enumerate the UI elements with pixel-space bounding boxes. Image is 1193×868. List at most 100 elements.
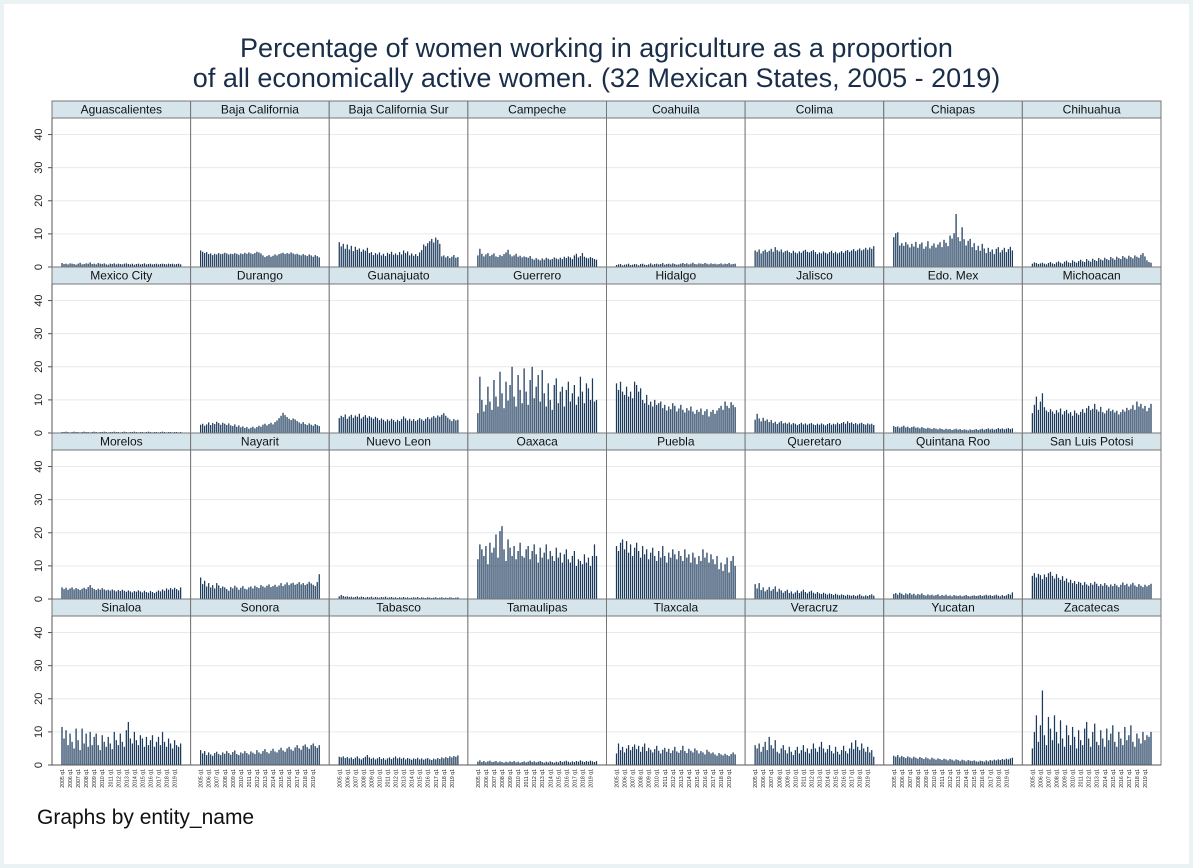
bar [853, 749, 855, 765]
bar [702, 414, 704, 433]
bar [388, 420, 391, 433]
x-tick-label: 2013 q1 [263, 769, 269, 788]
bar [1061, 576, 1064, 599]
panel-plot-area [329, 450, 468, 599]
bar [642, 746, 644, 765]
bar [917, 427, 919, 433]
bar [1128, 735, 1130, 765]
bar [370, 252, 373, 267]
bar [646, 394, 648, 433]
bar [125, 730, 127, 765]
bar [308, 748, 310, 765]
bar [672, 750, 674, 765]
bar [710, 411, 712, 433]
bar [451, 597, 453, 599]
bar [286, 253, 288, 267]
bar [684, 751, 686, 765]
bar [1118, 258, 1120, 267]
bar [437, 415, 439, 433]
bar [204, 425, 206, 433]
panel-plot-area [329, 118, 468, 267]
bar [913, 246, 915, 267]
bar [1138, 584, 1140, 599]
bar [380, 597, 383, 599]
bar [431, 238, 433, 267]
bar [374, 597, 377, 599]
bar [135, 740, 138, 765]
bar [859, 750, 861, 765]
x-tick-label: 2005 q1 [615, 769, 621, 788]
bar [531, 762, 533, 765]
bar [967, 760, 969, 765]
bar [495, 761, 497, 765]
bar [539, 260, 541, 267]
x-tick-label: 2010 q1 [100, 769, 106, 788]
bar [853, 424, 855, 433]
bar [619, 542, 622, 599]
bar [844, 250, 847, 267]
bar [238, 425, 240, 433]
bar [553, 257, 555, 267]
bar [863, 249, 865, 267]
bar [429, 241, 431, 267]
bar [559, 257, 561, 267]
bar [680, 263, 682, 267]
bar [905, 242, 907, 267]
bar [280, 253, 282, 267]
bar [1136, 256, 1138, 267]
bar [965, 761, 967, 765]
bar [981, 243, 983, 267]
bar [545, 761, 547, 765]
bar [270, 422, 272, 433]
bar [555, 378, 557, 433]
bar [404, 759, 407, 765]
bar [290, 252, 292, 267]
bar [654, 264, 656, 267]
bar [973, 595, 975, 599]
bar [1047, 412, 1050, 433]
bar [1003, 429, 1005, 433]
panel-label: Sonora [241, 601, 280, 615]
x-tick-label: 2010 q1 [793, 769, 799, 788]
bar [1061, 738, 1064, 765]
bar [788, 422, 790, 433]
bar [730, 402, 732, 433]
bar [1088, 585, 1090, 599]
bar [93, 589, 95, 599]
bar [1104, 413, 1106, 433]
bar [808, 753, 811, 765]
bar [700, 560, 702, 599]
bar [798, 251, 800, 267]
bar [857, 746, 859, 765]
bar [734, 754, 736, 765]
bar [177, 590, 180, 599]
bar [909, 757, 911, 765]
bar [913, 756, 915, 765]
bar [404, 253, 407, 267]
bar [583, 554, 586, 599]
bar [171, 263, 174, 267]
panel-strip [1021, 598, 1162, 617]
bar [826, 424, 829, 433]
bar [394, 597, 397, 599]
bar [252, 254, 254, 267]
panel: Queretaro [744, 432, 885, 600]
bar [828, 593, 831, 599]
bar [236, 587, 238, 599]
panel-plot-area [467, 118, 607, 267]
x-tick-label: 2019 q1 [450, 769, 456, 788]
bar [226, 589, 228, 599]
bar [933, 428, 935, 433]
bar [983, 595, 985, 599]
bar [1090, 583, 1092, 599]
panel: Guerrero [467, 266, 607, 434]
bar [519, 542, 521, 599]
bar [756, 748, 758, 765]
bar [427, 758, 429, 765]
bar [159, 745, 162, 765]
bar [784, 422, 786, 433]
bar [222, 253, 224, 267]
bar [505, 560, 507, 599]
bar [358, 413, 360, 433]
bar [523, 761, 525, 765]
